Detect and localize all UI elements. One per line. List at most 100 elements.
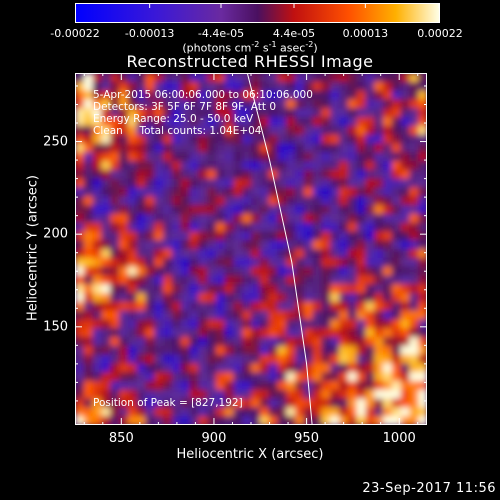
colorbar-tick-label: -0.00013 [124,27,175,40]
heatmap-cell [83,73,94,83]
heatmap-cell [251,354,261,364]
heatmap-cell [418,284,427,294]
heatmap-cell [383,213,393,224]
heatmap-cell [277,125,287,136]
heatmap-cell [312,328,322,338]
heatmap-cell [286,363,296,373]
heatmap-cell [92,231,102,241]
heatmap-cell [400,372,410,382]
heatmap-cell [330,169,340,180]
heatmap-cell [312,213,322,224]
heatmap-cell [119,301,129,312]
heatmap-cell [110,152,120,162]
heatmap-cell [136,310,146,320]
heatmap-cell [330,389,340,400]
heatmap-cell [233,310,243,320]
heatmap-cell [136,81,146,92]
heatmap-cell [83,249,94,259]
heatmap-cell [92,205,102,215]
heatmap-cell [110,178,120,188]
heatmap-cell [383,249,393,259]
heatmap-cell [383,125,393,136]
heatmap-cell [277,389,287,400]
heatmap-cell [347,275,358,285]
heatmap-cell [75,196,85,206]
heatmap-cell [127,213,138,224]
heatmap-cell [189,372,199,382]
heatmap-cell [321,284,331,294]
heatmap-cell [259,117,270,127]
heatmap-cell [224,117,234,127]
heatmap-cell [303,134,314,144]
heatmap-cell [189,90,199,100]
heatmap-cell [374,240,384,250]
heatmap-cell [374,152,384,162]
heatmap-cell [233,152,243,162]
heatmap-cell [92,257,102,268]
heatmap-cell [189,301,199,312]
heatmap-cell [259,381,270,391]
y-tick-label: 200 [43,226,68,242]
heatmap-cell [83,125,94,136]
heatmap-cell [110,134,120,144]
heatmap-cell [347,407,358,417]
heatmap-cell [409,319,419,329]
heatmap-cell [268,169,278,180]
heatmap-cell [207,301,217,312]
heatmap-cell [259,372,270,382]
heatmap-cell [365,389,375,400]
heatmap-cell [215,372,226,382]
heatmap-cell [145,381,155,391]
heatmap-cell [356,205,366,215]
heatmap-cell [383,257,393,268]
heatmap-cell [145,354,155,364]
heatmap-cell [233,354,243,364]
heatmap-cell [347,416,358,425]
heatmap-cell [75,381,85,391]
heatmap-cell [163,337,173,347]
heatmap-cell [75,117,85,127]
heatmap-cell [312,275,322,285]
heatmap-cell [101,187,111,197]
heatmap-cell [356,187,366,197]
heatmap-cell [356,389,366,400]
heatmap-cell [391,134,402,144]
heatmap-cell [119,257,129,268]
heatmap-cell [75,354,85,364]
heatmap-cell [312,81,322,92]
heatmap-cell [251,416,261,425]
heatmap-cell [163,134,173,144]
heatmap-cell [224,240,234,250]
heatmap-cell [303,117,314,127]
heatmap-cell [383,275,393,285]
heatmap-cell [180,381,190,391]
heatmap-cell [180,416,190,425]
heatmap-cell [330,213,340,224]
heatmap-cell [101,178,111,188]
heatmap-cell [374,293,384,303]
heatmap-cell [242,328,252,338]
heatmap-cell [75,310,85,320]
heatmap-cell [242,372,252,382]
heatmap-cell [295,99,305,109]
heatmap-cell [251,319,261,329]
heatmap-cell [154,398,164,408]
heatmap-cell [233,178,243,188]
heatmap-cell [356,354,366,364]
heatmap-cell [198,196,208,206]
heatmap-cell [365,108,375,118]
heatmap-cell [356,398,366,408]
heatmap-cell [198,337,208,347]
heatmap-cell [189,310,199,320]
heatmap-cell [418,249,427,259]
heatmap-cell [374,328,384,338]
heatmap-cell [286,117,296,127]
heatmap-cell [259,398,270,408]
heatmap-cell [242,213,252,224]
heatmap-cell [224,178,234,188]
heatmap-cell [233,284,243,294]
heatmap-cell [136,196,146,206]
heatmap-cell [286,389,296,400]
heatmap-cell [356,293,366,303]
heatmap-cell [207,328,217,338]
